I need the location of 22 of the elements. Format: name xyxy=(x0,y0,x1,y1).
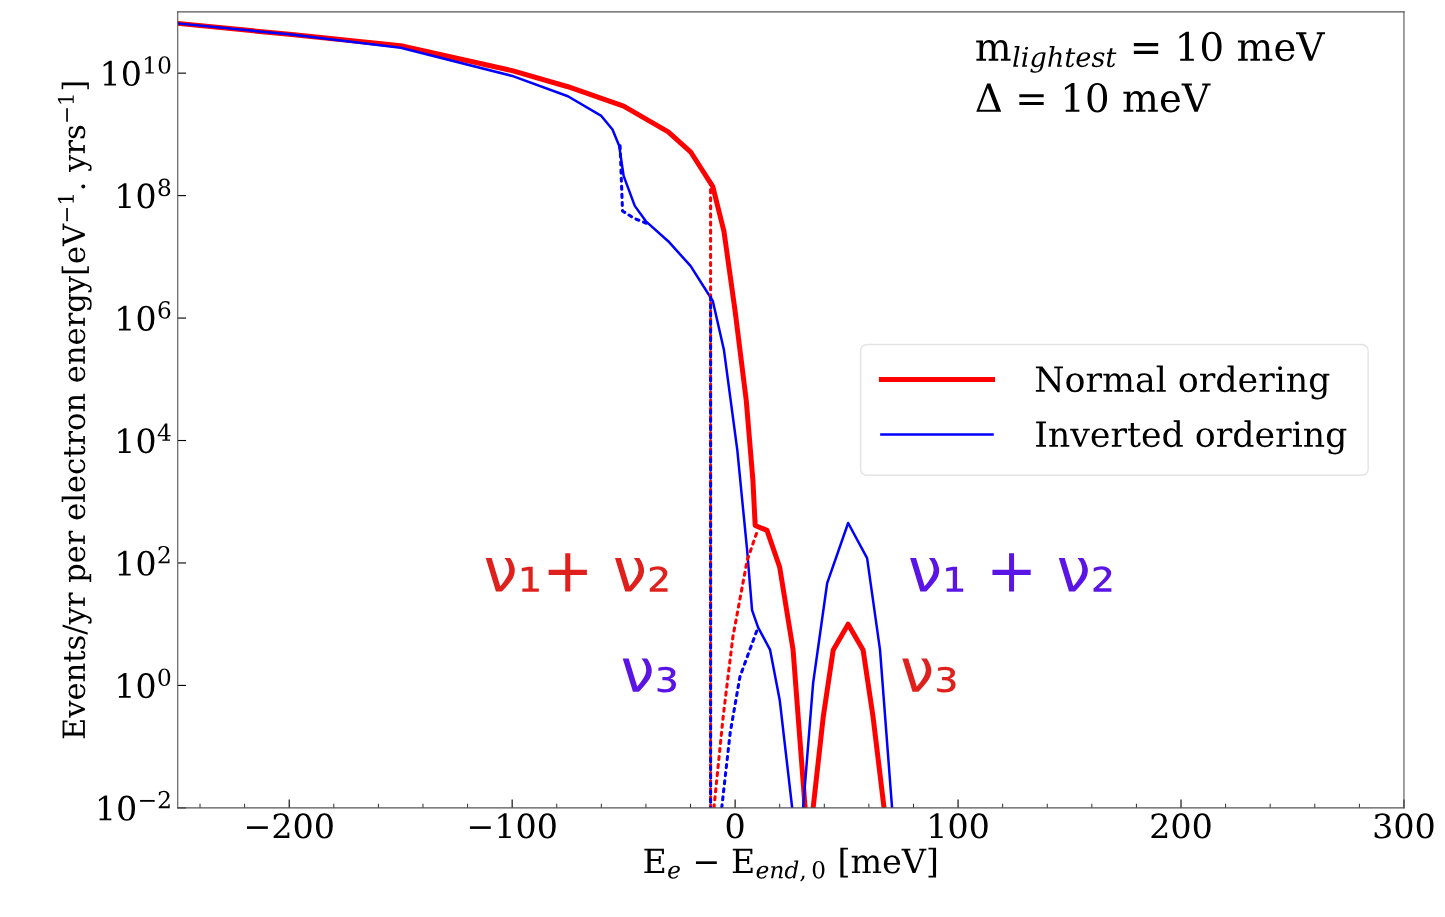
y-tick-label: 10$^{−2}$ xyxy=(98,790,170,821)
legend-label: Inverted ordering xyxy=(1036,420,1347,455)
annotation: ν₃ xyxy=(622,658,677,693)
y-tick-label: 10$^{8}$ xyxy=(118,178,171,209)
x-axis-title: E$_{e}$ − E$_{end,0}$ [meV] xyxy=(644,847,937,882)
annotation: ν₁ + ν₂ xyxy=(910,553,1112,592)
x-tick-label: 100 xyxy=(930,813,988,839)
y-axis-title: Events/yr per electron energy[eV$^{−1}$. yrs$^{−1}$] xyxy=(57,82,92,739)
x-tick-label: 300 xyxy=(1374,813,1434,839)
y-tick-label: 10$^{10}$ xyxy=(103,56,171,87)
legend-label: Normal ordering xyxy=(1035,365,1330,400)
annotation: ν₁+ ν₂ xyxy=(485,553,668,592)
y-tick-label: 10$^{0}$ xyxy=(118,668,171,699)
y-tick-label: 10$^{4}$ xyxy=(118,423,171,454)
x-tick-label: 0 xyxy=(726,813,744,839)
annotation: m$_{lightest}$ = 10 meV Δ = 10 meV xyxy=(976,31,1326,113)
x-tick-label: −200 xyxy=(246,813,333,839)
annotation: ν₃ xyxy=(902,658,956,693)
x-tick-label: −100 xyxy=(469,813,556,839)
y-tick-label: 10$^{2}$ xyxy=(118,545,170,576)
y-tick-label: 10$^{6}$ xyxy=(118,301,171,331)
x-tick-label: 200 xyxy=(1151,813,1211,839)
